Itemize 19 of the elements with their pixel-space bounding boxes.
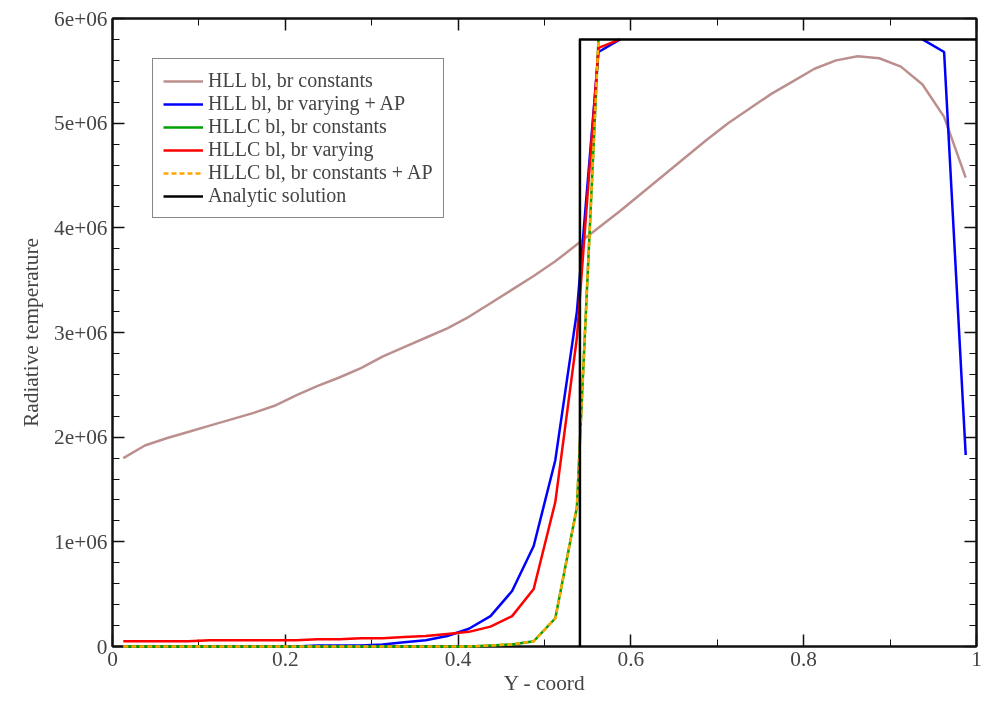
y-tick-label: 2e+06 — [54, 425, 108, 450]
y-tick-label: 6e+06 — [54, 6, 108, 31]
x-tick-label: 0.6 — [617, 646, 645, 671]
legend-label: HLLC bl, br varying — [208, 138, 374, 161]
x-tick-label: 0.8 — [790, 646, 818, 671]
y-tick-label: 5e+06 — [54, 111, 108, 136]
legend-label: HLL bl, br varying + AP — [208, 92, 406, 115]
x-tick-label: 0.4 — [444, 646, 472, 671]
legend-label: HLLC bl, br constants + AP — [208, 161, 433, 184]
x-tick-label: 1 — [971, 646, 982, 671]
y-tick-label: 4e+06 — [54, 215, 108, 240]
y-tick-label: 3e+06 — [54, 320, 108, 345]
legend-label: HLL bl, br constants — [208, 69, 373, 92]
y-tick-label: 1e+06 — [54, 529, 108, 554]
legend-label: HLLC bl, br constants — [208, 115, 387, 138]
x-tick-label: 0.2 — [271, 646, 299, 671]
x-axis-title: Y - coord — [503, 670, 585, 695]
y-axis-title: Radiative temperature — [19, 238, 44, 427]
legend-label: Analytic solution — [208, 184, 347, 207]
